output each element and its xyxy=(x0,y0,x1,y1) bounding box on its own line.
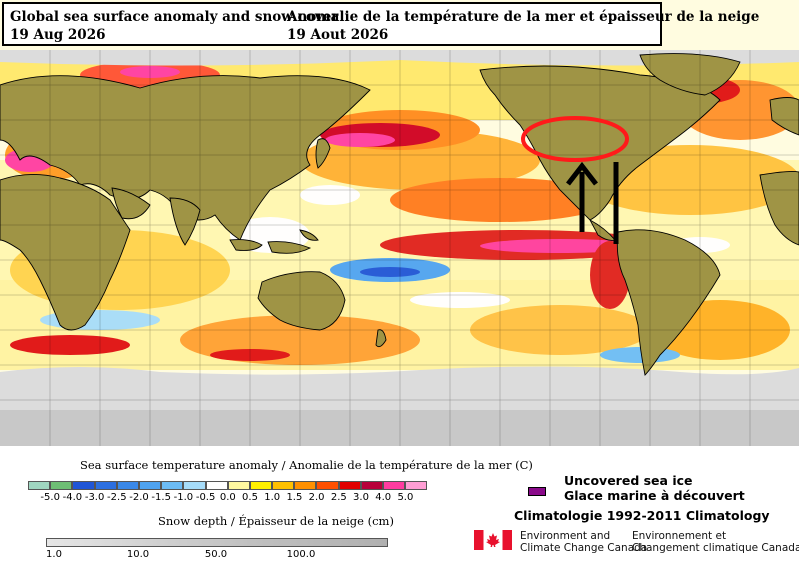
climatology-label: Climatologie 1992-2011 Climatology xyxy=(514,508,770,523)
date-en: 19 Aug 2026 xyxy=(10,27,106,43)
sst-tick-label: -1.0 xyxy=(173,492,194,503)
sst-tick-label: 3.0 xyxy=(353,492,369,503)
sst-tick-label: 2.0 xyxy=(308,492,325,503)
snow-tick-label: 50.0 xyxy=(204,549,228,560)
sst-color-swatch xyxy=(116,481,139,490)
annotation-red-ellipse xyxy=(521,116,629,162)
snow-tick-label: 1.0 xyxy=(46,549,62,560)
sst-tick-label: -2.0 xyxy=(129,492,149,503)
land xyxy=(0,53,799,376)
sst-color-swatch xyxy=(72,481,95,490)
sst-color-swatch xyxy=(161,481,184,490)
sea-ice-swatch xyxy=(528,487,546,496)
sst-color-swatch xyxy=(205,481,228,490)
sst-color-swatch xyxy=(183,481,206,490)
sea-surface-anomaly-map xyxy=(0,0,799,446)
sst-color-swatch xyxy=(316,481,339,490)
canada-flag-icon xyxy=(474,530,512,550)
agency-fr-line1: Environnement et xyxy=(632,530,727,542)
sst-tick-label: -2.5 xyxy=(107,492,127,503)
sst-tick-label: -5.0 xyxy=(40,492,60,503)
sst-color-swatch xyxy=(405,481,428,490)
sst-color-swatch xyxy=(50,481,73,490)
sst-color-swatch xyxy=(272,481,295,490)
sst-color-swatch xyxy=(227,481,250,490)
ice-label-en: Uncovered sea ice xyxy=(564,473,693,488)
antarctica xyxy=(0,410,799,446)
ice-label-fr: Glace marine à découvert xyxy=(564,488,745,503)
title-en: Global sea surface anomaly and snow cove… xyxy=(10,9,339,25)
annotation-arrowhead-icon xyxy=(566,161,598,186)
sst-tick-label: 1.0 xyxy=(264,492,281,503)
snow-legend-label: Snow depth / Épaisseur de la neige (cm) xyxy=(158,514,394,528)
title-box: Global sea surface anomaly and snow cove… xyxy=(2,2,759,46)
sst-tick-label: -4.0 xyxy=(62,492,83,503)
date-fr: 19 Aout 2026 xyxy=(287,27,389,43)
agency-en-line2: Climate Change Canada xyxy=(520,542,648,554)
sst-color-swatch xyxy=(249,481,273,490)
sst-tick-label: 4.0 xyxy=(375,492,392,503)
sst-tick-label: -3.0 xyxy=(84,492,105,503)
sst-tick-label: 0.0 xyxy=(219,492,236,503)
snow-tick-label: 100.0 xyxy=(286,549,316,560)
sst-color-swatch xyxy=(138,481,162,490)
sst-color-swatch xyxy=(294,481,317,490)
sst-tick-label: -0.5 xyxy=(195,492,216,503)
agency-fr-line2: Changement climatique Canada xyxy=(632,542,799,554)
sst-color-swatch xyxy=(94,481,117,490)
sst-tick-label: -1.5 xyxy=(151,492,171,503)
sst-color-swatch xyxy=(28,481,51,490)
title-fr: Anomalie de la température de la mer et … xyxy=(287,9,760,25)
sst-color-swatch xyxy=(360,481,383,490)
sst-tick-label: 2.5 xyxy=(330,492,347,503)
sst-tick-label: 1.5 xyxy=(286,492,303,503)
snow-tick-label: 10.0 xyxy=(126,549,150,560)
sst-tick-label: 5.0 xyxy=(397,492,414,503)
graticule xyxy=(0,50,799,446)
sst-color-swatch xyxy=(383,481,406,490)
snow-depth-scale xyxy=(46,538,388,547)
agency-en-line1: Environment and xyxy=(520,530,611,542)
legend-area: Sea surface temperature anomaly / Anomal… xyxy=(0,446,799,571)
sst-tick-labels: -5.0 -4.0 -3.0 -2.5 -2.0 -1.5 -1.0 -0.5 0.0 0.5 1.… xyxy=(28,492,428,506)
snow-tick-labels: 1.0 10.0 50.0 100.0 xyxy=(46,549,388,563)
sst-legend-label: Sea surface temperature anomaly / Anomal… xyxy=(80,458,533,472)
sst-tick-label: 0.5 xyxy=(242,492,258,503)
sst-color-swatch xyxy=(338,481,361,490)
sst-color-scale xyxy=(28,481,428,490)
